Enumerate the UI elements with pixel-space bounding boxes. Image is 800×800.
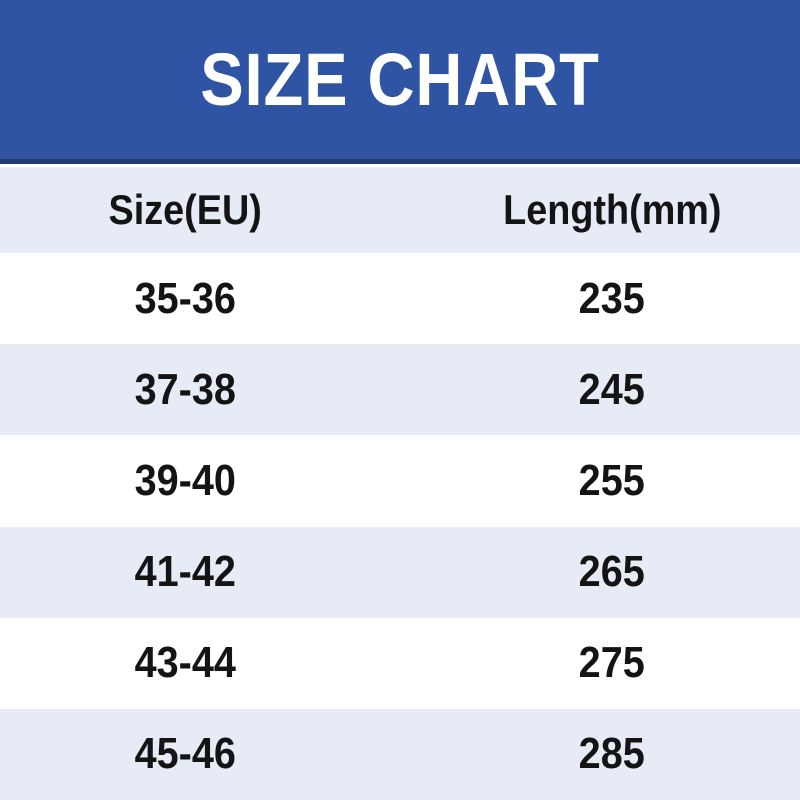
size-cell: 37-38 [134, 364, 236, 414]
table-row: 35-36 235 [0, 253, 800, 345]
table-row: 45-46 285 [0, 708, 800, 800]
size-cell: 45-46 [134, 729, 236, 779]
column-header-length: Length(mm) [502, 186, 722, 233]
size-table: Size(EU) Length(mm) 35-36 235 37-38 245 … [0, 167, 800, 800]
length-cell: 245 [578, 364, 646, 414]
length-cell: 265 [578, 547, 646, 597]
length-cell: 255 [578, 455, 646, 505]
table-header-row: Size(EU) Length(mm) [0, 167, 800, 253]
length-cell: 235 [578, 273, 646, 323]
length-cell: 285 [578, 729, 646, 779]
chart-title: SIZE CHART [200, 38, 600, 121]
column-header-size: Size(EU) [108, 186, 262, 233]
size-cell: 43-44 [134, 638, 236, 688]
table-row: 39-40 255 [0, 435, 800, 527]
length-cell: 275 [578, 638, 646, 688]
table-row: 43-44 275 [0, 617, 800, 709]
table-row: 37-38 245 [0, 344, 800, 436]
title-banner: SIZE CHART [0, 0, 800, 164]
banner-gap [0, 164, 800, 167]
size-cell: 39-40 [134, 455, 236, 505]
size-cell: 35-36 [134, 273, 236, 323]
size-cell: 41-42 [134, 547, 236, 597]
table-row: 41-42 265 [0, 526, 800, 618]
